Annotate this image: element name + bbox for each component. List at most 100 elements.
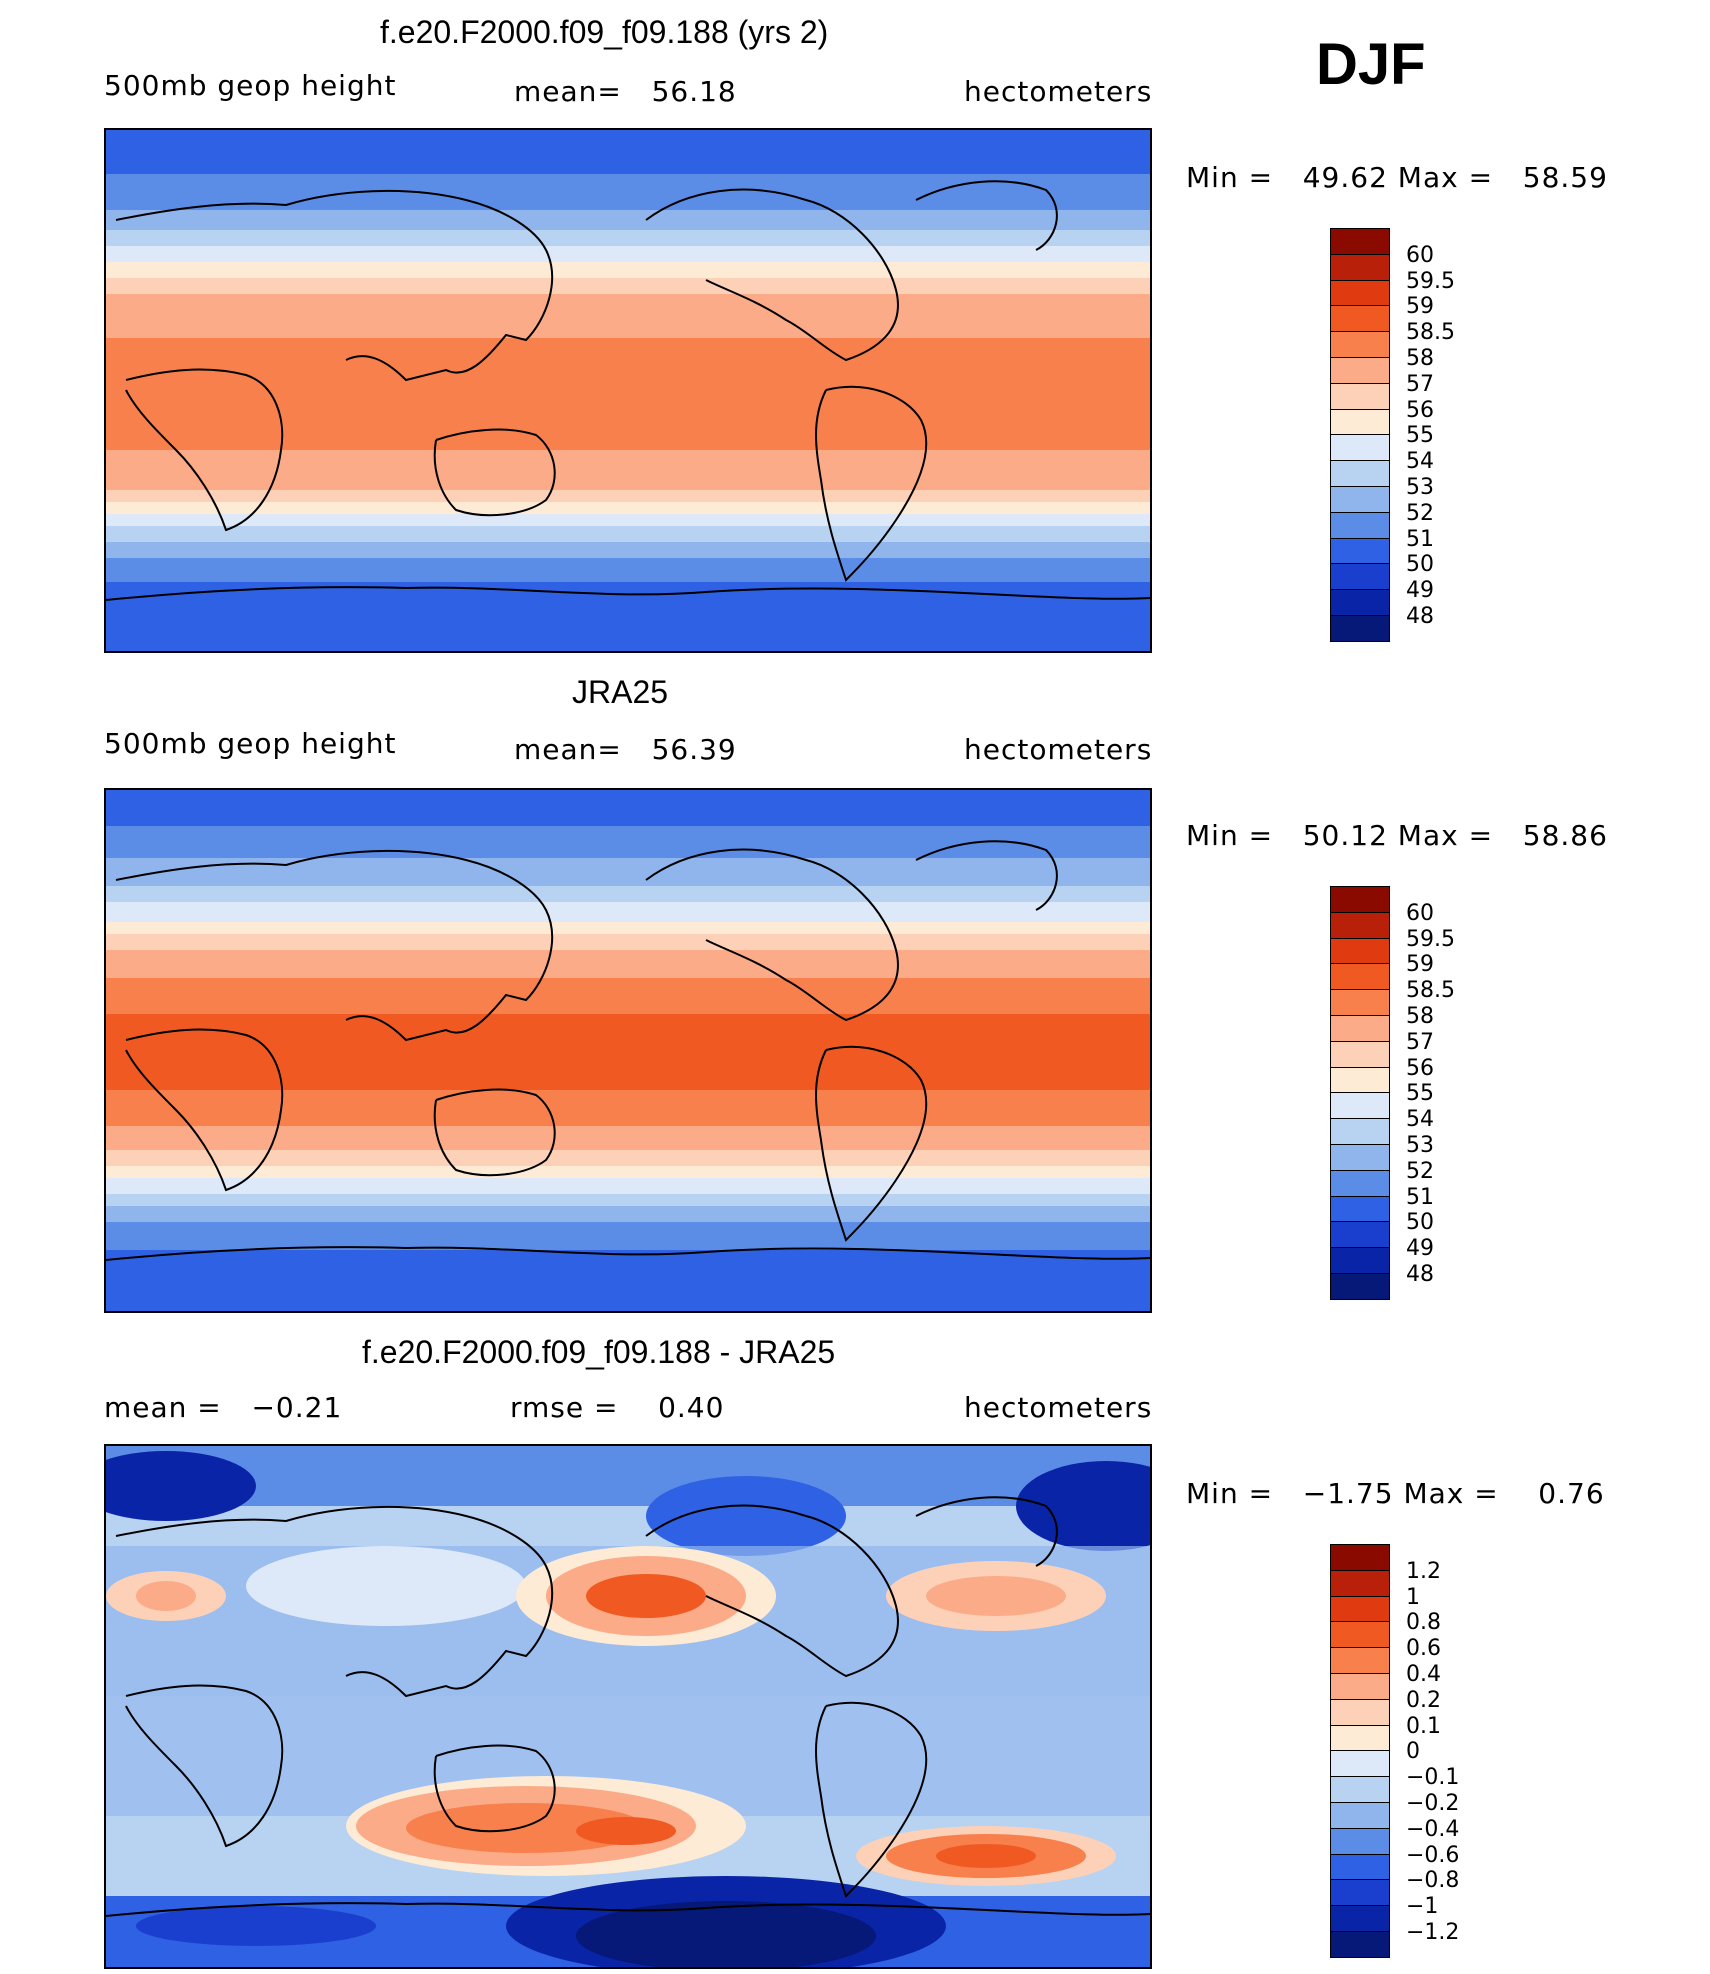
colorbar-level-label: −0.2 [1406,1791,1460,1816]
field-band [106,1146,1150,1151]
field-band [106,1310,1150,1311]
field-band [106,1210,1150,1215]
colorbar-swatch [1330,911,1390,939]
field-band [106,1106,1150,1111]
field-band [106,910,1150,915]
field-band [106,598,1150,603]
colorbar-level-label: 56 [1406,397,1434,423]
field-band [106,818,1150,823]
field-band [106,222,1150,227]
colorbar-swatch [1330,1827,1390,1855]
field-band [106,858,1150,863]
field-band [106,1226,1150,1231]
field-band [106,642,1150,647]
field-band [106,1098,1150,1103]
field-band [106,1006,1150,1011]
field-band [106,822,1150,827]
colorbar-swatch [1330,937,1390,965]
field-band [106,618,1150,623]
field-band [106,1126,1150,1131]
field-band [106,322,1150,327]
field-band [106,398,1150,403]
field-band [106,638,1150,643]
field-band [106,318,1150,323]
panel1-coastlines [106,180,1150,601]
field-band [106,422,1150,427]
field-band [106,954,1150,959]
colorbar-swatch [1330,963,1390,991]
colorbar-level-label: 0.2 [1406,1687,1441,1713]
field-band [106,486,1150,491]
field-band [106,810,1150,815]
field-band [106,434,1150,439]
field-band [106,1058,1150,1063]
field-band [106,1202,1150,1207]
colorbar-level-label: −1 [1406,1894,1439,1920]
field-band [106,310,1150,315]
field-band [106,998,1150,1003]
colorbar-level-label: 58 [1406,346,1434,371]
season-label: DJF [1316,32,1426,97]
field-band [106,806,1150,811]
field-band [106,246,1150,251]
field-band [106,1198,1150,1203]
field-band [106,298,1150,303]
panel1-units-label: hectometers [964,75,1153,108]
colorbar-level-label: 0.4 [1406,1662,1441,1687]
field-band [106,590,1150,595]
field-band [106,1050,1150,1055]
colorbar-swatch [1330,1698,1390,1726]
field-band [106,986,1150,991]
field-band [106,1074,1150,1079]
field-band [106,498,1150,503]
field-band [106,378,1150,383]
colorbar-swatch [1330,1750,1390,1778]
field-band [106,650,1150,651]
field-band [106,314,1150,319]
colorbar-swatch [1330,357,1390,384]
field-band [106,866,1150,871]
field-band [106,1118,1150,1123]
field-band [106,554,1150,559]
field-band [106,1030,1150,1035]
colorbar-swatch [1330,228,1390,255]
colorbar-level-label: 1.2 [1406,1558,1441,1584]
field-band [106,286,1150,291]
field-band [106,902,1150,907]
colorbar-level-label: −0.4 [1406,1816,1460,1842]
field-band [106,454,1150,459]
field-band [106,570,1150,575]
field-band [106,350,1150,355]
panel3-field [106,1446,1150,1967]
field-band [106,1182,1150,1187]
field-band [106,202,1150,207]
field-band [106,198,1150,203]
colorbar-swatch [1330,434,1390,462]
field-band [106,430,1150,435]
field-band [106,266,1150,271]
panel2-variable-label: 500mb geop height [104,727,397,760]
field-band [106,370,1150,375]
field-band [106,342,1150,347]
field-band [106,166,1150,171]
field-band [106,494,1150,499]
field-band [106,1054,1150,1059]
field-band [106,502,1150,507]
field-band [106,1298,1150,1303]
colorbar-swatch [1330,1066,1390,1094]
field-band [106,1254,1150,1259]
panel2-minmax: Min = 50.12 Max = 58.86 [1186,819,1608,852]
field-band [106,1038,1150,1043]
colorbar-level-label: 53 [1406,475,1434,500]
panel1-field [106,130,1150,651]
field-band [106,410,1150,415]
field-band [106,1290,1150,1295]
field-band [106,1034,1150,1039]
field-band [106,1010,1150,1015]
field-band [106,890,1150,895]
colorbar-swatch [1330,563,1390,591]
field-band [106,558,1150,563]
field-band [106,294,1150,299]
field-band [106,1090,1150,1095]
field-band [106,542,1150,547]
